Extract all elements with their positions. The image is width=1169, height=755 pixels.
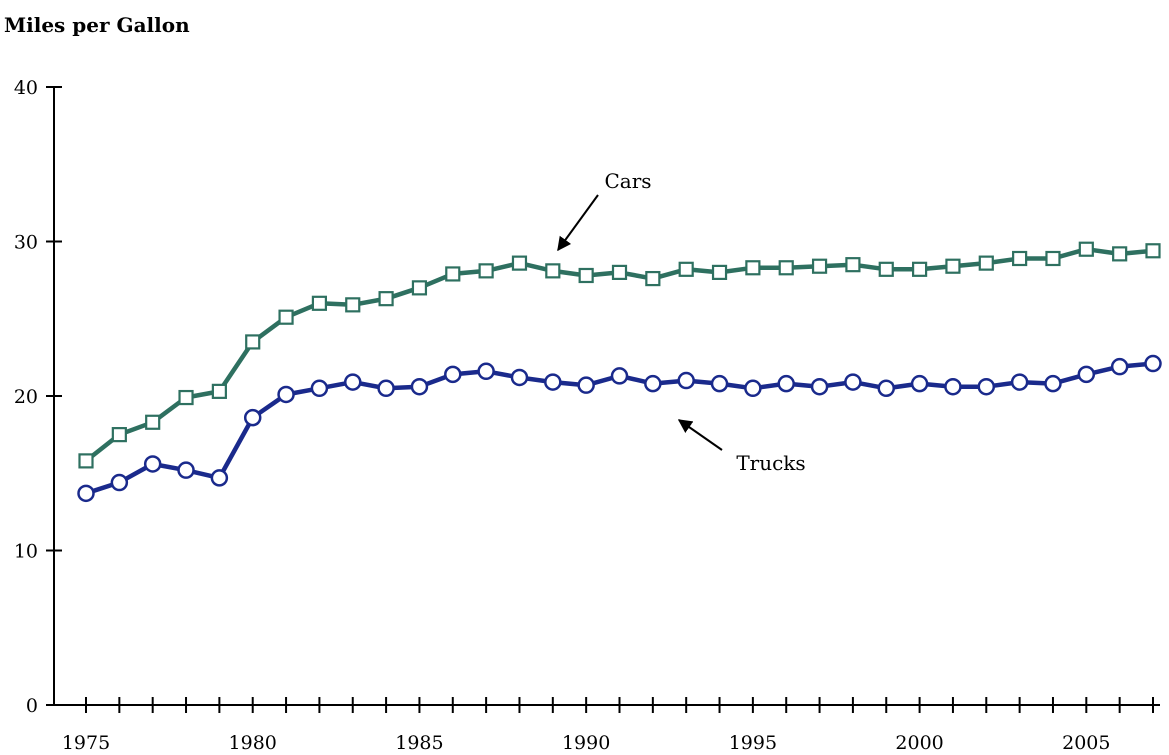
cars-point [145,414,161,430]
trucks-point [177,461,195,479]
cars-point [1112,246,1128,262]
cars-point [78,453,94,469]
trucks-point [577,376,595,394]
cars-point [1145,243,1161,259]
cars-point [978,255,994,271]
cars-point [178,389,194,406]
trucks-point [410,377,429,396]
trucks-point [1110,357,1129,376]
series-trucks [77,354,1162,503]
cars-point [211,383,227,399]
trucks-point [444,365,462,384]
cars-point [278,309,294,325]
cars-point [378,291,394,307]
cars-point [111,427,127,443]
trucks-point [677,371,695,390]
y-tick-label: 10 [14,541,38,563]
trucks-point [310,379,329,398]
cars-point [1078,241,1094,257]
cars-point [778,260,794,276]
y-tick-label: 40 [14,77,38,99]
trucks-point [910,374,929,393]
trucks-point [77,484,95,503]
cars-point [911,261,928,277]
cars-point [578,267,594,284]
cars-point [811,258,828,274]
cars-point [1012,250,1028,267]
cars-point [645,270,661,287]
y-tick-label: 20 [14,386,38,408]
cars-point [445,266,461,282]
cars-point [878,261,894,277]
cars-point [345,297,361,313]
trucks-point [744,379,762,398]
trucks-annotation-arrow [677,419,723,451]
trucks-point [1010,373,1029,391]
trucks-point [277,385,295,404]
trucks-point [877,379,895,398]
y-tick-label: 0 [26,695,38,717]
cars-annotation-label: Cars [604,169,651,193]
trucks-point [210,469,229,487]
trucks-point [377,379,395,398]
cars-point [311,295,328,311]
trucks-point [110,473,129,492]
trucks-point [844,373,862,391]
cars-point [678,261,694,277]
cars-point [611,264,628,280]
trucks-point [243,408,262,427]
y-axis-title: Miles per Gallon [4,13,190,37]
trucks-point [977,377,996,396]
annotation-layer: Cars Trucks [557,169,806,475]
trucks-point [1077,365,1096,384]
cars-point [1045,250,1061,267]
cars-point [745,260,761,276]
cars-point [711,264,728,280]
x-tick-label: 1975 [62,732,110,754]
trucks-point [477,362,495,381]
series-cars [78,241,1161,469]
x-tick-label: 1985 [395,732,443,754]
trucks-point [344,373,362,391]
series-layer [77,241,1162,503]
trucks-point [644,374,662,393]
axes: 0 10 20 30 40 1975 1980 1985 1990 1995 2000 2005 [14,77,1160,754]
cars-point [845,257,861,273]
x-tick-label: 1995 [729,732,777,754]
x-tick-label: 2000 [895,732,943,754]
x-tick-label: 1980 [229,732,277,754]
trucks-point [710,374,729,393]
cars-point [945,258,961,274]
trucks-point [143,455,162,473]
cars-point [245,334,261,350]
trucks-annotation-label: Trucks [736,451,805,475]
trucks-point [944,377,962,396]
trucks-point [610,367,629,385]
cars-point [511,255,528,271]
cars-point [545,263,561,279]
cars-point [411,280,428,296]
x-tick-label: 2005 [1062,732,1110,754]
x-tick-label: 1990 [562,732,610,754]
cars-annotation-arrow [557,194,599,252]
trucks-point [510,368,529,387]
trucks-point [1044,374,1062,393]
trucks-point [777,374,795,393]
cars-point [478,263,494,279]
trucks-point [1144,354,1162,373]
y-tick-label: 30 [14,232,38,254]
trucks-point [810,377,829,396]
trucks-point [544,373,562,391]
